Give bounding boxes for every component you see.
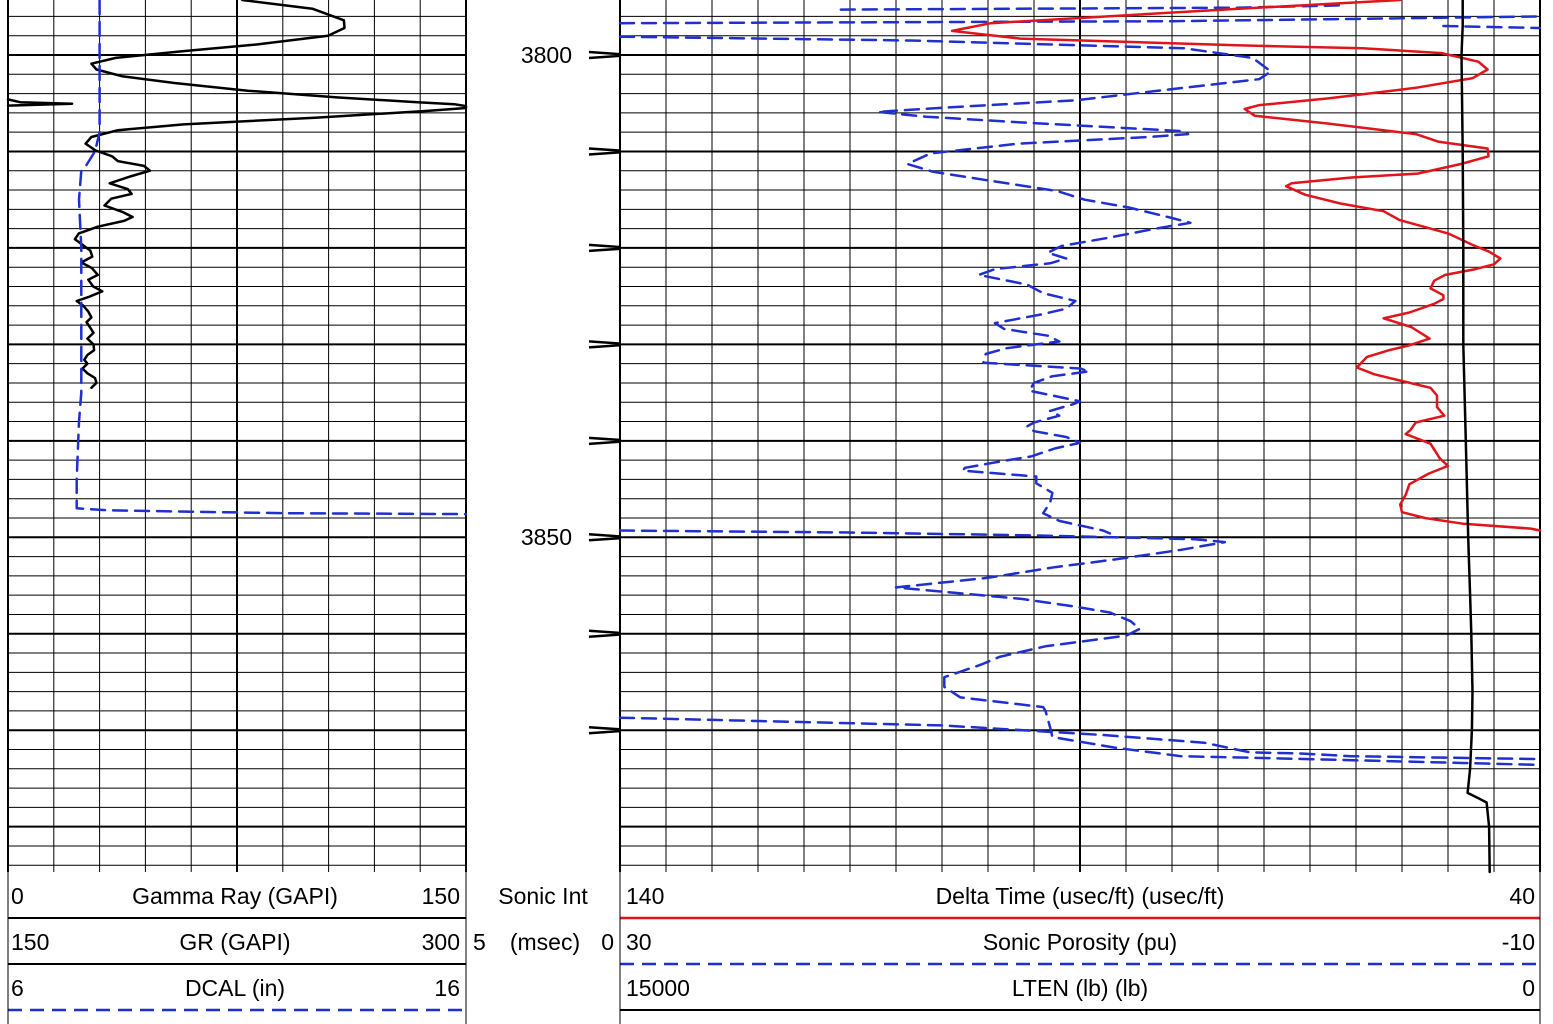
depth-tick	[588, 340, 620, 349]
sonic-porosity-pu-curve-4	[1442, 24, 1542, 30]
gamma-ray-right-scale: 150	[421, 883, 460, 909]
sonic-porosity-left-scale: 30	[626, 929, 652, 955]
lten-lb-lb-curve-10	[1460, 0, 1491, 874]
sonic-int-right-scale: 0	[601, 929, 614, 955]
dcal-left-scale: 6	[11, 975, 24, 1001]
sonic-int-unit: (msec)	[509, 929, 581, 955]
delta-time-left-scale: 140	[626, 883, 665, 909]
gr-left-scale: 150	[11, 929, 50, 955]
lten-left-scale: 15000	[626, 975, 690, 1001]
track1-grid	[7, 0, 467, 872]
depth-tick	[588, 436, 620, 446]
depth-tick	[588, 629, 620, 638]
gamma-ray-gapi-curve-0	[73, 0, 468, 390]
sonic-porosity-pu-curve-7	[618, 529, 1542, 767]
sonic-porosity-pu-curve-6	[618, 35, 1273, 535]
depth-label-3800: 3800	[520, 41, 572, 68]
track2-grid	[619, 0, 1541, 872]
gamma-ray-left-scale: 0	[11, 883, 24, 909]
depth-tick	[588, 725, 620, 735]
sonic-porosity-right-scale: -10	[1501, 929, 1535, 955]
header-lines	[7, 872, 1541, 1024]
dcal-label: DCAL (in)	[184, 975, 286, 1001]
log-curves	[6, 0, 1542, 874]
sonic-porosity-pu-curve-8	[618, 716, 1542, 761]
delta-time-right-scale: 40	[1509, 883, 1535, 909]
depth-label-3850: 3850	[520, 524, 572, 551]
delta-time-label: Delta Time (usec/ft) (usec/ft)	[935, 883, 1225, 909]
sonic-porosity-pu-curve-5	[618, 15, 1542, 25]
dcal-in-curve-2	[75, 0, 468, 516]
lten-label: LTEN (lb) (lb)	[1011, 975, 1149, 1001]
delta-time-usec-ft-usec-ft-curve-9	[950, 0, 1542, 532]
lten-right-scale: 0	[1522, 975, 1535, 1001]
gamma-ray-label: Gamma Ray (GAPI)	[132, 883, 338, 909]
gr-label: GR (GAPI)	[179, 929, 291, 955]
gr-right-scale: 300	[421, 929, 460, 955]
sonic-int-label: Sonic Int	[498, 883, 588, 909]
sonic-porosity-label: Sonic Porosity (pu)	[982, 929, 1178, 955]
dcal-right-scale: 16	[434, 975, 460, 1001]
depth-tick	[588, 243, 620, 253]
depth-tick	[588, 147, 620, 156]
gr-gapi-curve-1	[6, 98, 74, 107]
sonic-int-left-scale: 5	[473, 929, 486, 955]
depth-tick	[588, 50, 620, 60]
depth-ticks	[588, 50, 620, 735]
depth-tick	[588, 533, 620, 542]
